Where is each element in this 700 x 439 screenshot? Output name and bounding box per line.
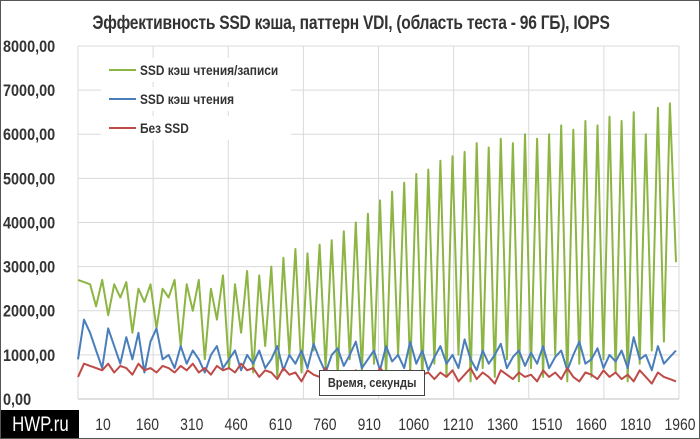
x-tick-label: 1810 bbox=[620, 416, 651, 435]
series-line-1 bbox=[77, 318, 677, 374]
legend-label: SSD кэш чтения/записи bbox=[140, 62, 278, 78]
x-tick-label: 1510 bbox=[531, 416, 562, 435]
y-tick-label: 0,00 bbox=[3, 391, 31, 409]
legend-label: SSD кэш чтения bbox=[140, 91, 234, 107]
x-axis-label: Время, секунды bbox=[319, 370, 425, 396]
x-tick-label: 1960 bbox=[665, 416, 696, 435]
y-tick-label: 2000,00 bbox=[3, 303, 55, 321]
legend-label: Без SSD bbox=[140, 120, 189, 136]
watermark-logo: HWP.ru bbox=[1, 410, 79, 438]
series-line-0 bbox=[77, 102, 677, 383]
y-tick-label: 6000,00 bbox=[3, 126, 55, 144]
x-tick-label: 610 bbox=[269, 416, 293, 435]
y-tick-label: 5000,00 bbox=[3, 170, 55, 188]
x-axis-label-text: Время, секунды bbox=[327, 375, 417, 390]
watermark-text: HWP.ru bbox=[11, 413, 69, 436]
x-tick-label: 160 bbox=[136, 416, 160, 435]
x-tick-label: 310 bbox=[180, 416, 204, 435]
x-tick-label: 1060 bbox=[398, 416, 429, 435]
x-tick-label: 10 bbox=[95, 416, 111, 435]
y-tick-label: 1000,00 bbox=[3, 347, 55, 365]
x-tick-label: 760 bbox=[313, 416, 337, 435]
x-tick-label: 1210 bbox=[443, 416, 474, 435]
x-tick-label: 460 bbox=[225, 416, 249, 435]
y-tick-label: 7000,00 bbox=[3, 82, 55, 100]
x-tick-label: 910 bbox=[358, 416, 382, 435]
x-tick-label: 1660 bbox=[576, 416, 607, 435]
y-tick-label: 3000,00 bbox=[3, 259, 55, 277]
y-tick-label: 8000,00 bbox=[3, 38, 55, 56]
x-tick-label: 1360 bbox=[487, 416, 518, 435]
chart-title: Эффективность SSD кэша, паттерн VDI, (об… bbox=[92, 13, 610, 34]
y-tick-label: 4000,00 bbox=[3, 214, 55, 232]
